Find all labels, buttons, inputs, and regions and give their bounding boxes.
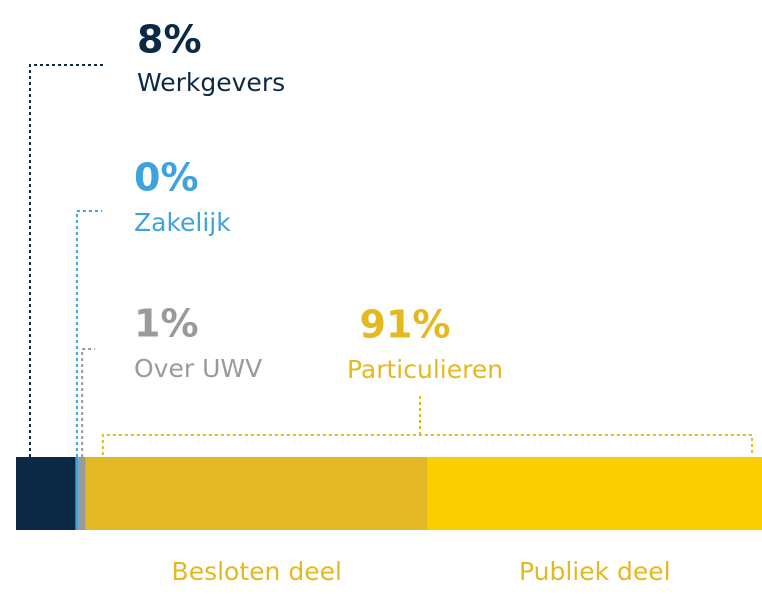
- connector: [75, 210, 102, 457]
- bar-segment: [16, 457, 76, 530]
- part-name: Besloten deel: [172, 557, 342, 586]
- segment-name: Werkgevers: [137, 68, 285, 97]
- segment-name: Over UWV: [134, 354, 262, 383]
- segment-value-label: 0%: [134, 156, 199, 200]
- bar-segment: [75, 457, 79, 530]
- segment-name: Zakelijk: [134, 208, 231, 237]
- group-bracket: [101, 395, 753, 455]
- segment-value-label: 1%: [134, 302, 199, 346]
- connector: [81, 348, 95, 457]
- bar-segment: [85, 457, 428, 530]
- connector: [29, 64, 105, 457]
- part-name: Publiek deel: [519, 557, 671, 586]
- group-name: Particulieren: [347, 355, 503, 384]
- bar-segment: [427, 457, 762, 530]
- group-value-label: 91%: [360, 303, 451, 347]
- segment-value-label: 8%: [137, 18, 202, 62]
- bar-segment: [78, 457, 86, 530]
